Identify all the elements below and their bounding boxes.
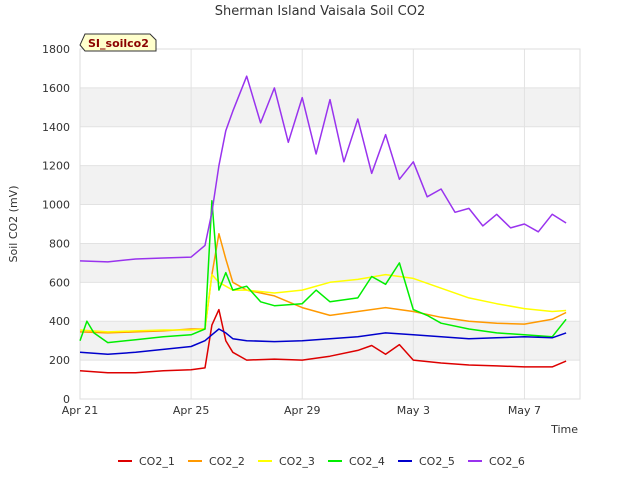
y-tick-label: 1000 [42, 199, 70, 212]
grid-band [80, 87, 580, 127]
legend-label-co2-2: CO2_2 [209, 455, 245, 468]
y-tick-label: 600 [49, 276, 70, 289]
y-tick-label: 1400 [42, 121, 70, 134]
x-tick-label: Apr 25 [173, 404, 210, 417]
y-tick-label: 1200 [42, 160, 70, 173]
y-tick-label: 1600 [42, 82, 70, 95]
x-axis-label: Time [550, 423, 578, 436]
series-line-co2-1 [79, 308, 567, 374]
y-tick-label: 800 [49, 237, 70, 250]
legend-label-co2-4: CO2_4 [349, 455, 385, 468]
legend-label-co2-3: CO2_3 [279, 455, 315, 468]
dataset-badge-text: SI_soilco2 [88, 37, 149, 50]
legend: CO2_1 CO2_2 CO2_3 CO2_4 CO2_5 CO2_6 [118, 455, 525, 468]
series-line-co2-5 [79, 328, 567, 356]
grid-band [80, 243, 580, 283]
dataset-badge: SI_soilco2 [79, 33, 157, 52]
x-tick-label: May 7 [508, 404, 541, 417]
grid-band [80, 321, 580, 361]
x-tick-label: May 3 [397, 404, 430, 417]
x-tick-label: Apr 29 [284, 404, 321, 417]
chart-title: Sherman Island Vaisala Soil CO2 [215, 4, 425, 19]
grid-band [80, 165, 580, 205]
legend-label-co2-5: CO2_5 [419, 455, 455, 468]
legend-label-co2-1: CO2_1 [139, 455, 175, 468]
plot-area [79, 48, 581, 400]
y-axis-label: Soil CO2 (mV) [7, 186, 20, 263]
x-tick-label: Apr 21 [62, 404, 99, 417]
y-tick-label: 0 [63, 393, 70, 406]
y-tick-label: 400 [49, 315, 70, 328]
y-tick-label: 1800 [42, 43, 70, 56]
y-tick-label: 200 [49, 354, 70, 367]
series-line-co2-4 [79, 199, 567, 344]
legend-label-co2-6: CO2_6 [489, 455, 525, 468]
series-line-co2-3 [79, 273, 567, 333]
series-line-co2-6 [79, 75, 567, 263]
